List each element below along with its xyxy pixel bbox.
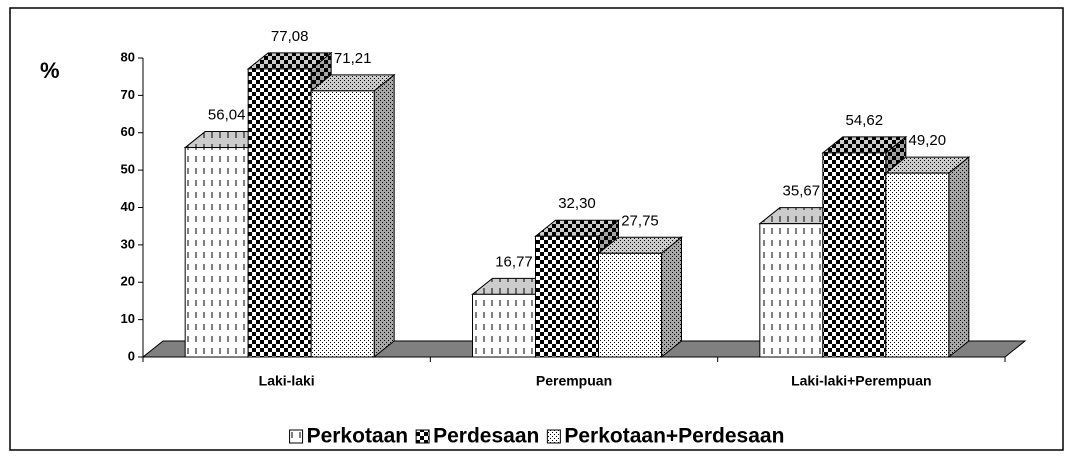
bar [535,235,599,358]
y-tick-label: 0 [128,348,135,363]
bar [885,172,950,358]
value-label: 35,67 [783,183,821,200]
bar [822,152,887,358]
value-label: 16,77 [495,253,533,270]
bar-top-shade [822,136,906,153]
bar-top-shade [759,207,843,224]
bar [310,90,375,358]
y-tick-label: 60 [121,124,135,139]
value-label: 54,62 [846,112,884,129]
value-label: 56,04 [208,107,246,124]
bar-top-shade [598,237,682,254]
y-tick-label: 40 [121,199,135,214]
legend-swatch [546,429,561,444]
value-label: 77,08 [271,28,309,45]
value-label: 27,75 [621,212,659,229]
legend-label: Perdesaan [433,425,539,448]
bar-top-shade [248,52,332,69]
bar [759,223,824,358]
y-tick-label: 20 [121,274,135,289]
value-label: 32,30 [558,195,596,212]
y-tick-label: 70 [121,87,135,102]
value-label: 71,21 [334,50,372,67]
bar-top-shade [535,220,619,237]
x-tick-label: Laki-laki+Perempuan [791,373,931,389]
y-tick-label: 30 [121,236,135,251]
frame [9,7,1064,451]
bar-top-shade [885,157,969,174]
bar [472,293,536,358]
bar-side-shade [374,74,395,357]
y-tick-label: 80 [121,49,135,64]
y-tick-label: 50 [121,162,135,177]
bar-side-shade [661,237,682,357]
bar-top-shade [311,74,395,91]
x-tick-label: Laki-laki [259,373,315,389]
legend-label: Perkotaan [307,425,409,448]
bar-side-shade [948,157,969,357]
bar [598,252,662,358]
legend-swatch [289,429,304,444]
bar [184,147,249,358]
bar-top-shade [472,278,556,295]
x-tick-label: Perempuan [536,373,612,389]
value-label: 49,20 [909,132,947,149]
bar [247,68,312,358]
bar-top-shade [185,131,269,148]
y-axis-label: % [40,58,60,83]
legend-label: Perkotaan+Perdesaan [564,425,784,448]
legend-swatch [415,429,430,444]
y-tick-label: 10 [121,311,135,326]
